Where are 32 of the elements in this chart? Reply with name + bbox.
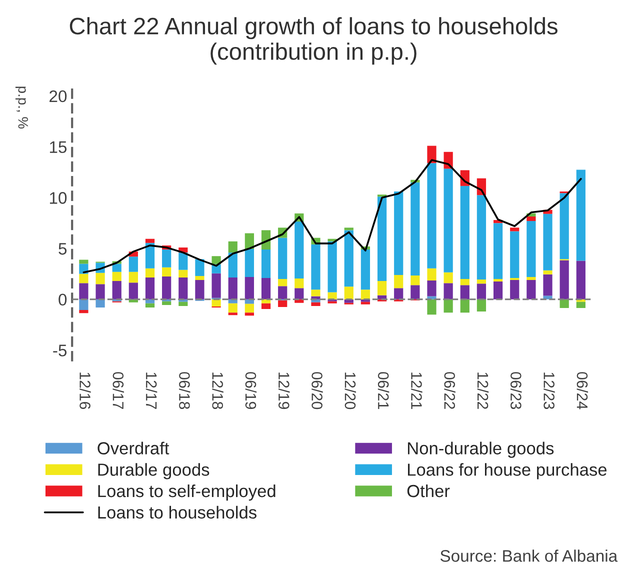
legend-label: Loans for house purchase (408, 463, 607, 480)
y-tick-label: -5 (53, 344, 67, 356)
x-tick-label: 06/20 (312, 372, 323, 410)
x-tick-label: 06/18 (179, 372, 190, 410)
x-tick-label: 06/19 (245, 372, 257, 409)
x-tick-label: 12/17 (146, 372, 158, 409)
x-tick-label: 12/20 (344, 372, 356, 410)
x-tick-label: 12/21 (411, 372, 422, 409)
x-tick-label: 12/16 (80, 372, 91, 410)
legend-label: Loans to households (98, 506, 256, 519)
x-tick-label: 12/18 (212, 372, 224, 410)
legend-label: Non-durable goods (408, 442, 554, 458)
x-tick-label: 06/17 (112, 372, 124, 409)
y-tick-label: 5 (58, 243, 67, 255)
y-tick-label: 20 (50, 90, 67, 102)
x-tick-label: 06/22 (444, 372, 456, 409)
source-note: Source: Bank of Albania (440, 550, 618, 562)
x-tick-label: 12/23 (544, 372, 555, 410)
y-tick-label: 10 (50, 192, 67, 204)
legend-label: Overdraft (98, 442, 170, 454)
y-tick-label: 0 (58, 294, 67, 306)
y-tick-label: 15 (50, 141, 67, 154)
x-tick-label: 06/24 (576, 372, 588, 410)
x-tick-label: 06/23 (510, 372, 522, 410)
legend-label: Loans to self-employed (98, 484, 276, 501)
y-axis-title: p.p., % (15, 86, 28, 129)
x-tick-label: 12/19 (278, 372, 290, 409)
legend-label: Durable goods (98, 463, 210, 480)
chart-title: Chart 22 Annual growth of loans to households (contribution in p.p.) (70, 17, 558, 65)
legend-label: Other (407, 484, 450, 498)
x-tick-label: 12/22 (477, 372, 489, 409)
x-tick-label: 06/21 (378, 372, 390, 409)
